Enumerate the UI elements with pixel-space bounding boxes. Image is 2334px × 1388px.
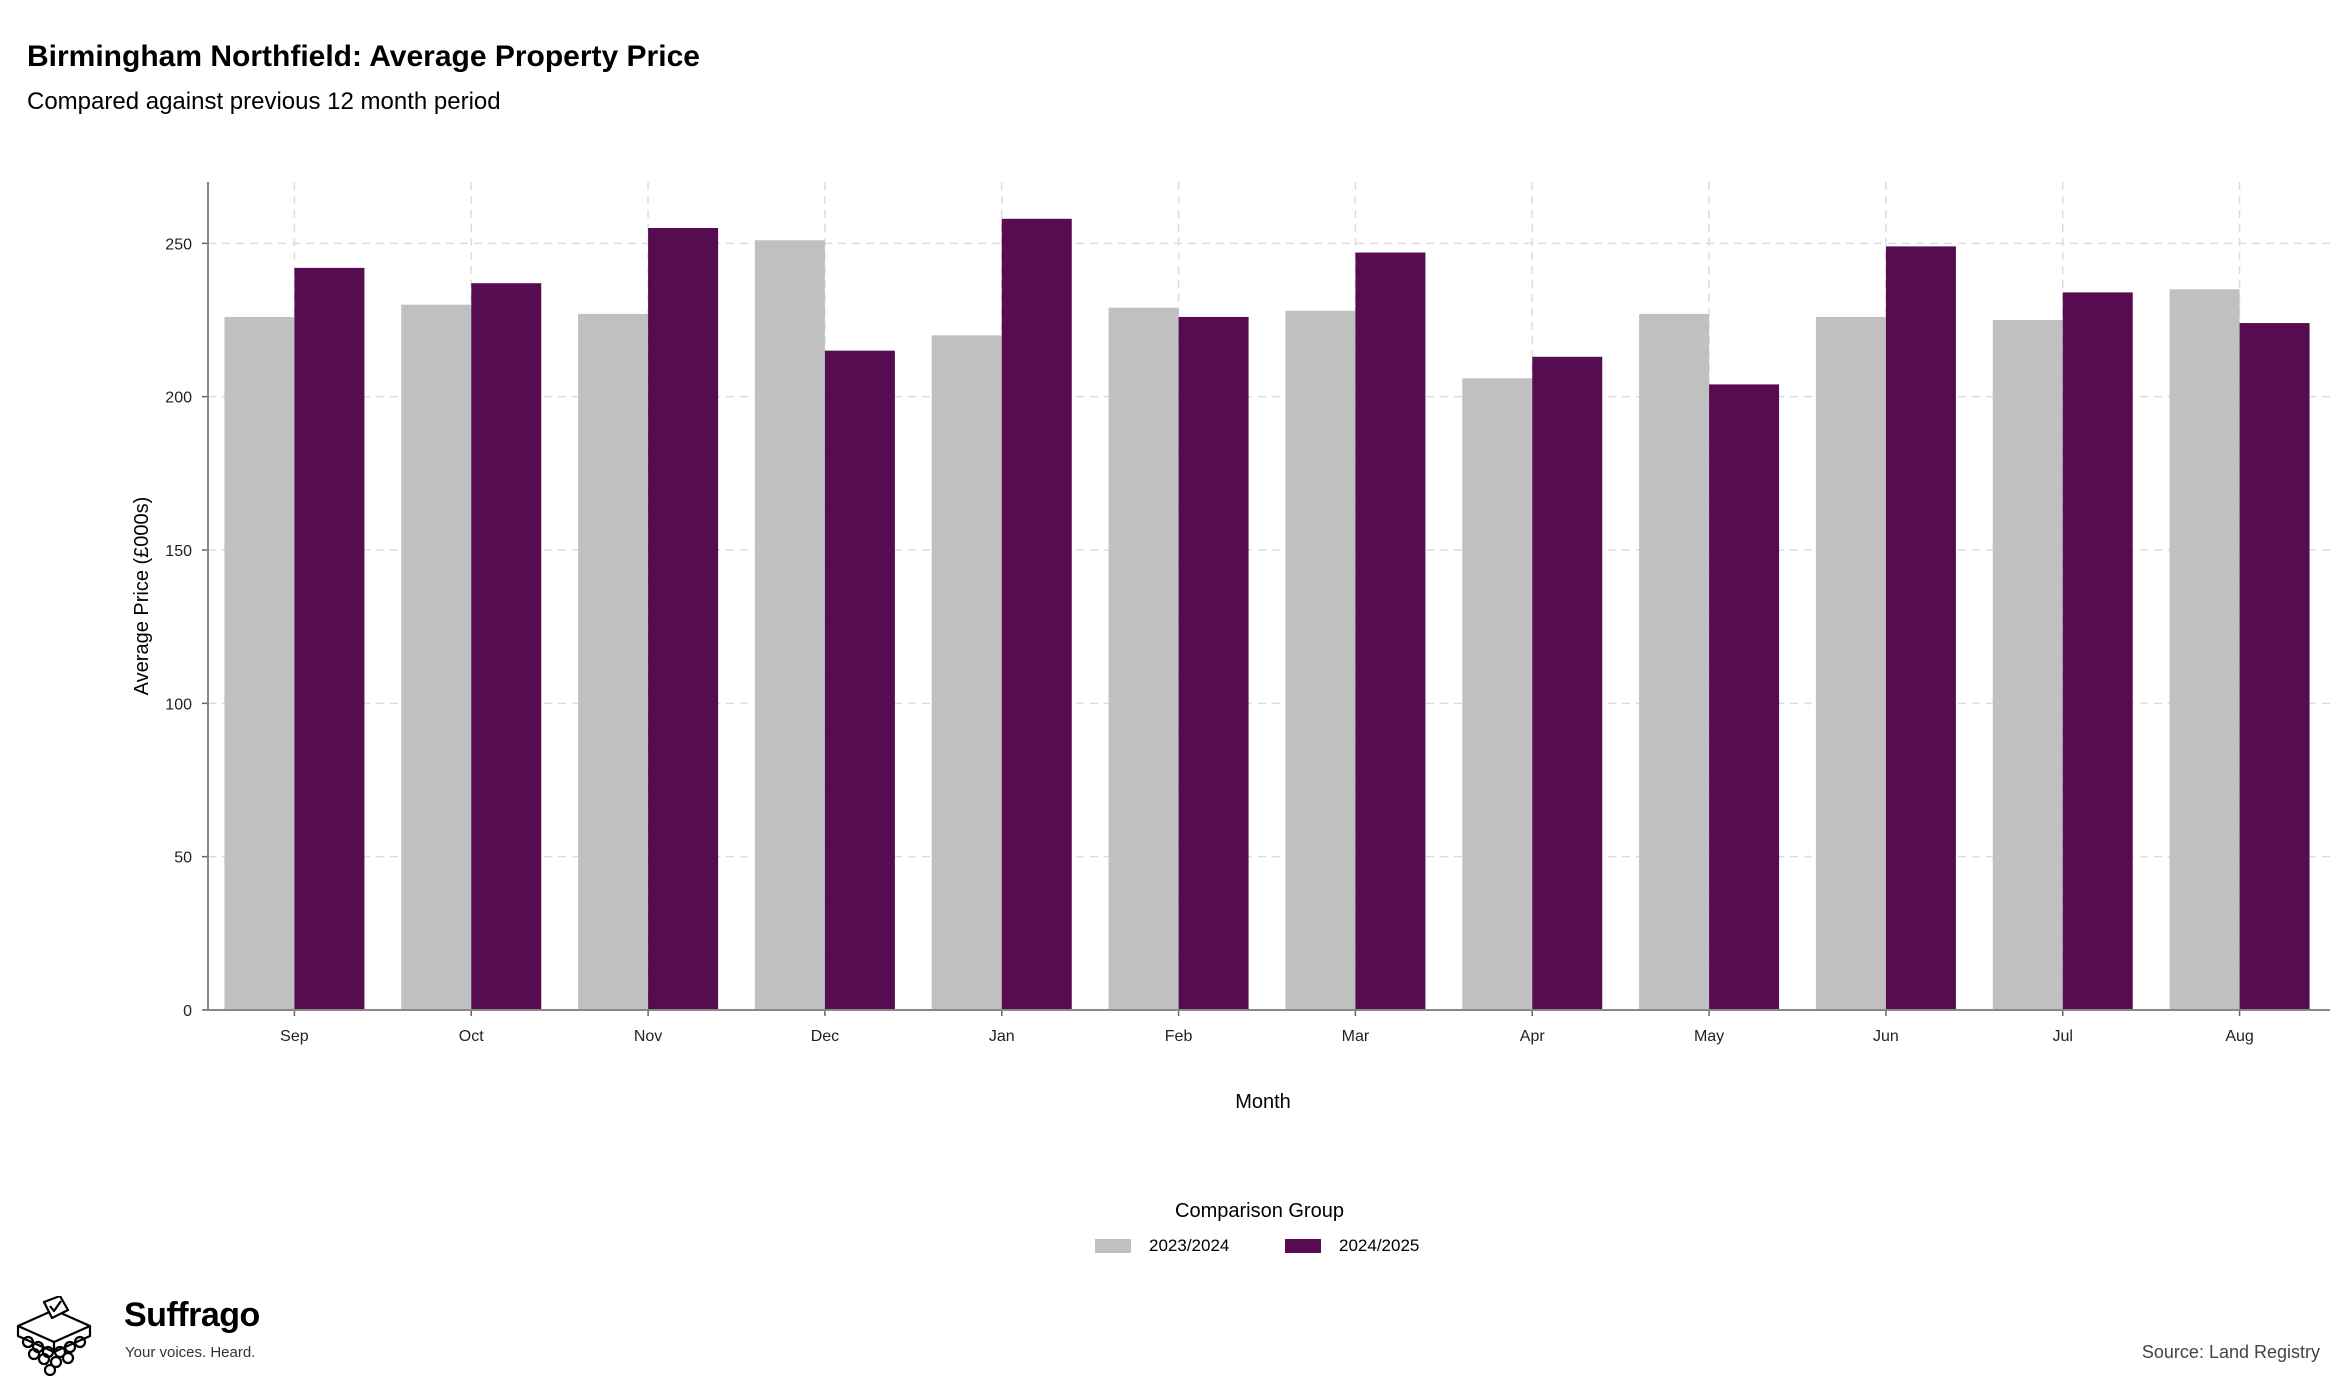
x-tick-label: Feb xyxy=(1165,1028,1193,1045)
legend-item-2023-2024: 2023/2024 xyxy=(1095,1236,1229,1256)
brand-tagline: Your voices. Heard. xyxy=(125,1344,256,1361)
legend-item-2024-2025: 2024/2025 xyxy=(1285,1236,1419,1256)
bar-2024-2025-oct xyxy=(471,283,542,1010)
chart-title: Birmingham Northfield: Average Property … xyxy=(27,40,700,73)
source-note: Source: Land Registry xyxy=(2141,1342,2320,1362)
brand-logo: Suffrago Your voices. Heard. xyxy=(14,1296,274,1376)
legend-title: Comparison Group xyxy=(1175,1200,1344,1222)
y-tick-label: 50 xyxy=(174,850,192,867)
bar-2023-2024-dec xyxy=(754,240,825,1010)
x-tick-label: Mar xyxy=(1342,1028,1370,1045)
x-tick-label: Jul xyxy=(2053,1028,2073,1045)
bar-2023-2024-aug xyxy=(2169,289,2240,1010)
x-tick-label: May xyxy=(1694,1028,1724,1045)
x-tick-label: Nov xyxy=(634,1028,662,1045)
x-tick-label: Jan xyxy=(989,1028,1015,1045)
bars xyxy=(224,218,2310,1011)
bar-2024-2025-may xyxy=(1709,384,1780,1010)
bar-2024-2025-apr xyxy=(1532,356,1603,1010)
bar-2024-2025-mar xyxy=(1355,252,1426,1011)
bar-2024-2025-nov xyxy=(648,228,719,1010)
x-axis-title: Month xyxy=(1235,1091,1291,1113)
bar-2023-2024-jul xyxy=(1992,320,2063,1010)
y-tick-label: 200 xyxy=(165,390,192,407)
axes xyxy=(202,182,2330,1016)
x-tick-label: Jun xyxy=(1873,1028,1899,1045)
bar-2023-2024-jan xyxy=(931,335,1002,1010)
x-tick-label: Aug xyxy=(2225,1028,2253,1045)
legend-swatch-2023-2024 xyxy=(1095,1239,1131,1253)
bar-2024-2025-dec xyxy=(824,350,895,1011)
bar-2024-2025-jan xyxy=(1001,218,1072,1011)
ballot-box-icon xyxy=(16,1296,92,1376)
bar-2024-2025-feb xyxy=(1178,316,1249,1010)
x-tick-label: Oct xyxy=(459,1028,484,1045)
bar-2024-2025-sep xyxy=(294,267,365,1010)
bar-2024-2025-jun xyxy=(1885,246,1956,1010)
bar-2023-2024-jun xyxy=(1815,316,1886,1010)
bar-2023-2024-oct xyxy=(401,304,472,1011)
x-tick-label: Sep xyxy=(280,1028,309,1045)
bar-2023-2024-nov xyxy=(578,313,649,1010)
x-tick-label: Dec xyxy=(811,1028,839,1045)
bar-2024-2025-jul xyxy=(2062,292,2133,1010)
legend-label-2024-2025: 2024/2025 xyxy=(1339,1236,1420,1255)
bar-2023-2024-apr xyxy=(1462,378,1533,1010)
bar-2023-2024-mar xyxy=(1285,310,1356,1010)
y-tick-label: 0 xyxy=(183,1003,192,1020)
bar-2023-2024-may xyxy=(1639,313,1710,1010)
legend-label-2023-2024: 2023/2024 xyxy=(1149,1236,1230,1255)
tick-labels: 0 50 100 150 200 250 Sep Oct Nov Dec Jan Feb Mar Apr M… xyxy=(165,236,2254,1045)
chart-subtitle: Compared against previous 12 month perio… xyxy=(27,88,501,115)
y-tick-label: 250 xyxy=(165,236,192,253)
bar-2023-2024-feb xyxy=(1108,307,1179,1010)
bar-2023-2024-sep xyxy=(224,316,295,1010)
y-tick-label: 150 xyxy=(165,543,192,560)
legend-swatch-2024-2025 xyxy=(1285,1239,1321,1253)
bar-2024-2025-aug xyxy=(2239,323,2310,1011)
y-axis-title: Average Price (£000s) xyxy=(131,497,153,696)
x-tick-label: Apr xyxy=(1520,1028,1546,1045)
y-tick-label: 100 xyxy=(165,696,192,713)
brand-name: Suffrago xyxy=(124,1296,260,1334)
